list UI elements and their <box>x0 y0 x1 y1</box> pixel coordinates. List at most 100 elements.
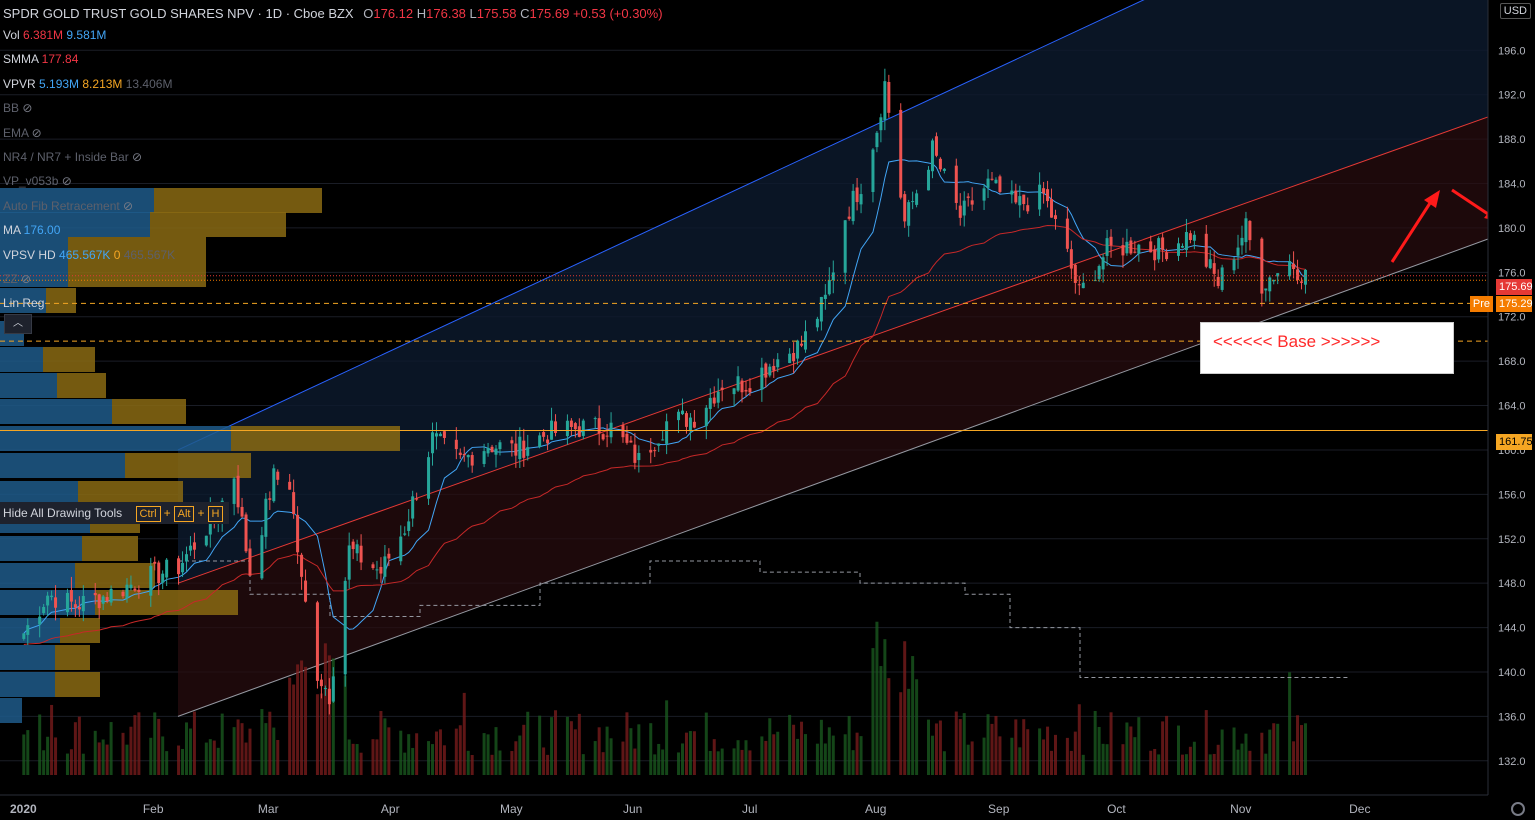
candle-body <box>177 558 181 575</box>
candle-body <box>649 449 653 453</box>
volume-bar <box>1184 754 1188 775</box>
eye-hidden-icon[interactable]: ⊘ <box>19 101 33 116</box>
legend-row-ema[interactable]: EMA ⊘ <box>3 126 42 140</box>
volume-bar <box>982 737 986 775</box>
legend-row-vol[interactable]: Vol 6.381M 9.581M <box>3 28 106 42</box>
currency-button[interactable]: USD <box>1499 3 1531 19</box>
eye-hidden-icon[interactable]: ⊘ <box>17 272 32 286</box>
volume-bar <box>181 748 185 775</box>
legend-value: 6.381M <box>19 28 64 42</box>
eye-hidden-icon[interactable]: ⊘ <box>28 125 42 140</box>
legend-row-smma[interactable]: SMMA 177.84 <box>3 52 78 66</box>
volume-bar <box>1180 754 1184 775</box>
candle-body <box>1105 238 1109 256</box>
candle-body <box>192 542 196 550</box>
candle-body <box>323 687 327 690</box>
candle-body <box>899 109 903 198</box>
legend-value: 465.567K <box>55 247 111 262</box>
candle-body <box>482 451 486 464</box>
candle-body <box>454 439 458 450</box>
candle-body <box>911 201 915 203</box>
legend-name: EMA <box>3 125 29 140</box>
candle-body <box>427 457 431 499</box>
candle-body <box>966 196 970 198</box>
candle-body <box>609 422 613 438</box>
candle-body <box>581 420 585 436</box>
candle-body <box>1125 241 1129 254</box>
volume-bar <box>204 742 208 775</box>
volume-bar <box>740 749 744 775</box>
time-axis[interactable]: 2020 Feb Mar Apr May Jun Jul Aug Sep Oct Nov Dec <box>0 794 1488 816</box>
volume-bar <box>665 700 669 775</box>
candle-body <box>1042 188 1046 194</box>
candle-body <box>522 440 526 458</box>
candle-body <box>883 81 887 120</box>
legend-row-bb[interactable]: BB ⊘ <box>3 101 32 115</box>
legend-name: VP_v053b <box>3 174 59 189</box>
volume-bar <box>903 641 907 775</box>
volume-bar <box>1018 747 1022 775</box>
profile-bar-blue <box>0 536 82 561</box>
volume-bar <box>565 716 569 775</box>
volume-bar <box>522 724 526 775</box>
legend-row-vpsv-hd[interactable]: VPSV HD 465.567K 0 465.567K <box>3 248 175 262</box>
legend-row-vpvr[interactable]: VPVR 5.193M 8.213M 13.406M <box>3 77 172 91</box>
collapse-legend-button[interactable]: ︿ <box>4 314 32 334</box>
candle-body <box>54 597 58 608</box>
price-tick-label: 176.0 <box>1498 267 1526 279</box>
candle-body <box>661 439 665 441</box>
candle-body <box>1212 263 1216 274</box>
volume-bar <box>677 752 681 775</box>
volume-bar <box>831 735 835 775</box>
volume-bar <box>954 711 958 775</box>
price-axis[interactable]: 196.0 192.0 188.0 184.0 180.0 176.0 172.0 168.0… <box>1487 0 1535 820</box>
legend-value: 9.581M <box>63 28 107 42</box>
eye-hidden-icon[interactable]: ⊘ <box>119 198 134 213</box>
candle-body <box>954 165 958 203</box>
volume-bar <box>1220 729 1224 775</box>
candle-body <box>633 444 637 463</box>
legend-row-vp-v053b[interactable]: VP_v053b ⊘ <box>3 174 72 188</box>
legend-row-auto-fib-retracement[interactable]: Auto Fib Retracement ⊘ <box>3 199 133 213</box>
volume-bar <box>26 730 30 775</box>
volume-bar <box>514 741 518 775</box>
legend-row-zz[interactable]: ZZ ⊘ <box>3 272 31 286</box>
time-tick-label: Oct <box>1107 802 1126 816</box>
symbol-title[interactable]: SPDR GOLD TRUST GOLD SHARES NPV · 1D · C… <box>3 6 354 21</box>
volume-bar <box>883 639 887 775</box>
legend-row-ma[interactable]: MA 176.00 <box>3 223 60 237</box>
volume-bar <box>355 744 359 775</box>
profile-bar-gold <box>125 453 251 478</box>
volume-bar <box>708 750 712 775</box>
volume-bar <box>1248 750 1252 775</box>
base-annotation[interactable]: <<<<<< Base >>>>>> <box>1200 322 1454 374</box>
eye-hidden-icon[interactable]: ⊘ <box>128 150 143 164</box>
volume-bar <box>887 678 891 775</box>
candle-body <box>184 554 188 562</box>
profile-bar-gold <box>154 188 322 213</box>
last-price-tag: 175.69 <box>1496 279 1533 295</box>
candle-body <box>526 447 530 456</box>
candle-body <box>875 132 879 148</box>
volume-bar <box>1065 737 1069 775</box>
volume-bar <box>930 735 934 775</box>
candle-body <box>470 455 474 466</box>
volume-bar <box>498 750 502 775</box>
candle-body <box>847 216 851 219</box>
alt-key: Alt <box>173 506 195 522</box>
eye-hidden-icon[interactable]: ⊘ <box>58 174 72 189</box>
candle-body <box>137 589 141 592</box>
candle-body <box>855 187 859 203</box>
volume-bar <box>272 727 276 775</box>
legend-row-nr4-nr7-inside-bar[interactable]: NR4 / NR7 + Inside Bar ⊘ <box>3 150 142 164</box>
volume-bar <box>482 733 486 775</box>
volume-bar <box>573 729 577 775</box>
volume-bar <box>970 741 974 775</box>
price-tick-label: 172.0 <box>1498 312 1526 324</box>
time-tick-label: Mar <box>258 802 279 816</box>
volume-bar <box>268 711 272 775</box>
volume-bar <box>550 717 554 775</box>
settings-icon[interactable] <box>1511 802 1525 816</box>
legend-row-lin-reg[interactable]: Lin Reg <box>3 296 44 310</box>
